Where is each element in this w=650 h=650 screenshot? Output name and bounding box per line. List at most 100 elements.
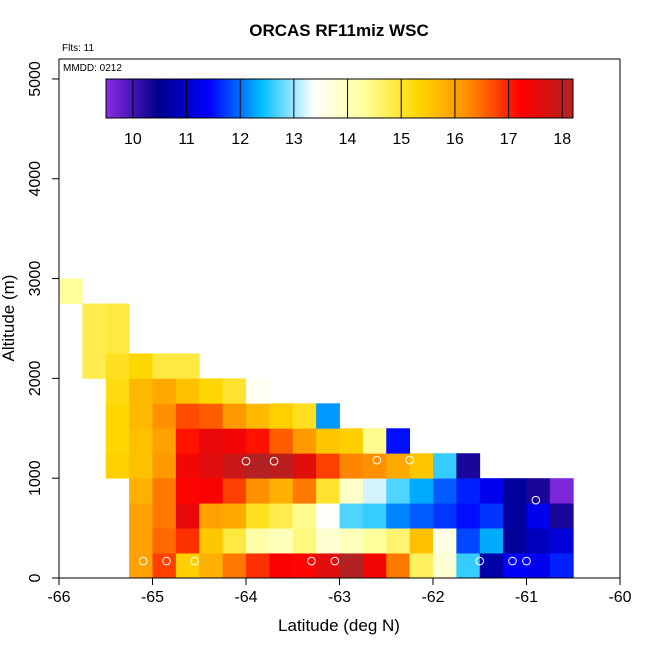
heatmap-cell xyxy=(433,503,457,529)
heatmap-cell xyxy=(433,553,457,579)
heatmap-cell xyxy=(129,453,153,479)
heatmap-cell xyxy=(199,503,224,529)
date-label: MMDD: 0212 xyxy=(63,63,122,74)
flight-marker xyxy=(307,556,316,566)
flight-marker xyxy=(190,556,199,566)
heatmap-cell xyxy=(246,553,270,579)
colorbar-tick-label: 14 xyxy=(339,131,357,148)
x-axis: -66 -65 -64 -63 -62 -61 -60 xyxy=(47,578,632,606)
heatmap-cell xyxy=(175,553,200,579)
heatmap-cell xyxy=(386,428,411,454)
heatmap-cell xyxy=(292,528,317,554)
colorbar-ticks: 10 11 12 13 14 15 16 17 18 xyxy=(124,79,571,148)
heatmap-cell xyxy=(152,528,177,554)
heatmap-cell xyxy=(199,478,224,504)
y-tick-label: 1000 xyxy=(27,460,44,496)
y-tick-label: 5000 xyxy=(27,61,44,97)
heatmap-cell xyxy=(316,428,340,454)
chart-title: ORCAS RF11miz WSC xyxy=(249,21,428,40)
heatmap-cell xyxy=(152,478,177,504)
colorbar-tick-label: 12 xyxy=(231,131,249,148)
colorbar-tick-label: 10 xyxy=(124,131,142,148)
colorbar-tick-label: 15 xyxy=(392,131,410,148)
heatmap-cell xyxy=(152,403,177,429)
heatmap-cell xyxy=(222,428,247,454)
flight-marker xyxy=(522,556,531,566)
colorbar-gradient xyxy=(106,79,573,118)
heatmap-cell xyxy=(222,528,247,554)
flight-marker xyxy=(475,556,485,566)
heatmap-cell xyxy=(175,428,200,454)
heatmap-cell xyxy=(316,553,340,579)
heatmap-cells xyxy=(59,278,574,579)
heatmap-cell xyxy=(362,528,387,554)
heatmap-cell xyxy=(222,478,247,504)
heatmap-cell xyxy=(456,553,481,579)
heatmap-cell xyxy=(456,453,481,479)
flight-marker xyxy=(405,455,414,465)
heatmap-cell xyxy=(222,403,247,429)
heatmap-cell xyxy=(175,528,200,554)
heatmap-cell xyxy=(246,428,270,454)
heatmap-cell xyxy=(175,378,200,404)
heatmap-cell xyxy=(152,553,177,579)
flight-marker xyxy=(508,556,517,566)
flights-label: Flts: 11 xyxy=(62,43,94,54)
heatmap-cell xyxy=(549,478,574,504)
heatmap-cell xyxy=(269,453,294,479)
flight-marker xyxy=(241,456,251,466)
heatmap-cell xyxy=(292,453,317,479)
colorbar-border xyxy=(105,78,574,119)
heatmap-cell xyxy=(409,503,434,529)
colorbar-tick-label: 16 xyxy=(446,131,464,148)
heatmap-cell xyxy=(269,428,294,454)
y-axis-label: Altitude (m) xyxy=(0,275,18,362)
colorbar-tick-label: 11 xyxy=(178,131,195,148)
heatmap-cell xyxy=(503,528,527,554)
heatmap-cell xyxy=(222,378,247,404)
heatmap-cell xyxy=(292,478,317,504)
x-tick-label: -63 xyxy=(328,589,351,606)
heatmap-cell xyxy=(456,478,481,504)
x-tick-label: -65 xyxy=(141,589,164,606)
heatmap-cell xyxy=(199,553,224,579)
heatmap-cell xyxy=(362,503,387,529)
heatmap-cell xyxy=(409,528,434,554)
heatmap-cell xyxy=(199,528,224,554)
heatmap-cell xyxy=(433,453,457,479)
heatmap-cell xyxy=(175,353,200,379)
heatmap-cell xyxy=(292,503,317,529)
heatmap-cell xyxy=(269,403,294,429)
flight-marker xyxy=(531,495,541,505)
heatmap-cell xyxy=(362,553,387,579)
y-tick-label: 0 xyxy=(27,573,44,582)
heatmap-cell xyxy=(292,403,317,429)
y-axis: 0 1000 2000 3000 4000 5000 xyxy=(27,61,59,582)
heatmap-cell xyxy=(152,453,177,479)
x-axis-label: Latitude (deg N) xyxy=(278,616,400,635)
flight-marker xyxy=(372,455,382,465)
heatmap-cell xyxy=(59,278,83,304)
heatmap-cell xyxy=(456,503,481,529)
heatmap-cell xyxy=(292,428,317,454)
heatmap-cell xyxy=(316,503,340,529)
heatmap-cell xyxy=(526,478,551,504)
y-tick-label: 4000 xyxy=(27,161,44,197)
heatmap-cell xyxy=(129,353,153,379)
heatmap-cell xyxy=(129,528,153,554)
heatmap-cell xyxy=(105,378,130,404)
heatmap-cell xyxy=(175,453,200,479)
heatmap-cell xyxy=(105,353,130,379)
heatmap-cell xyxy=(222,553,247,579)
heatmap-cell xyxy=(152,503,177,529)
heatmap-cell xyxy=(152,428,177,454)
heatmap-cell xyxy=(316,403,340,429)
heatmap-cell xyxy=(503,478,527,504)
heatmap-cell xyxy=(105,403,130,429)
heatmap-cell xyxy=(152,353,177,379)
x-tick-label: -62 xyxy=(421,589,444,606)
colorbar-tick-label: 17 xyxy=(500,131,518,148)
heatmap-cell xyxy=(246,528,270,554)
flight-markers xyxy=(138,455,541,566)
